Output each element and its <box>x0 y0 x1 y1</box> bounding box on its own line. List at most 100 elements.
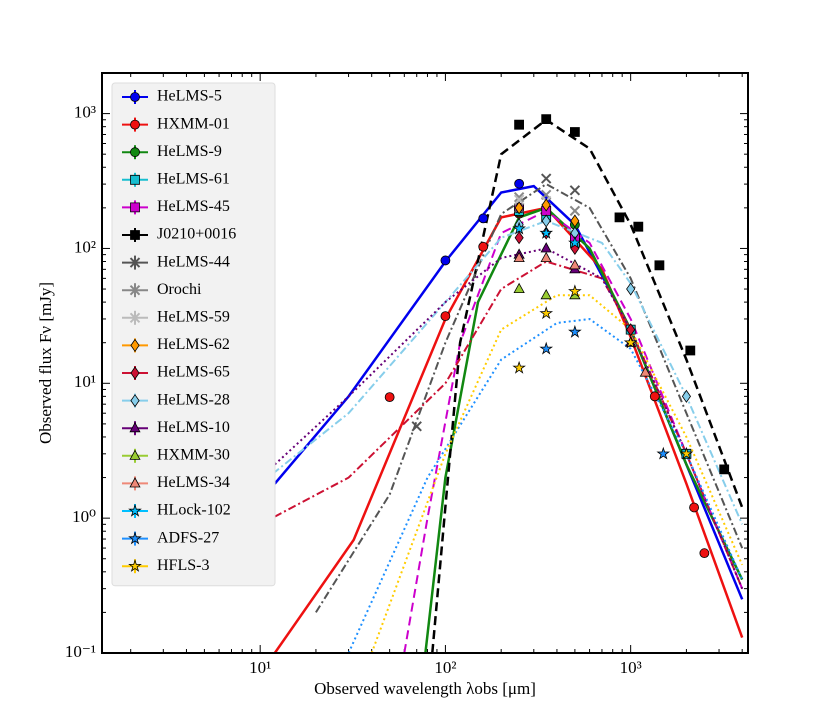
data-point <box>654 260 665 271</box>
model-curve <box>273 184 744 600</box>
legend-label: J0210+0016 <box>157 226 236 243</box>
data-point <box>569 205 581 217</box>
legend-box <box>111 82 276 587</box>
legend-marker <box>129 312 141 324</box>
data-point <box>514 119 524 130</box>
legend: HeLMS-5 HXMM-01 HeLMS-9 HeLMS-61 HeLMS-45 J02… <box>111 82 276 587</box>
data-point <box>478 213 489 224</box>
legend-label: HXMM-01 <box>157 115 230 132</box>
data-point <box>540 251 552 263</box>
legend-marker <box>129 421 141 433</box>
data-point <box>384 392 395 403</box>
legend-marker <box>130 147 140 158</box>
legend-marker <box>129 477 141 488</box>
legend-label: HeLMS-34 <box>157 474 230 491</box>
data-point <box>478 241 489 252</box>
data-point <box>570 127 580 137</box>
data-point <box>614 212 625 223</box>
data-point <box>512 360 526 374</box>
model-curve <box>259 219 744 525</box>
legend-marker <box>130 202 140 213</box>
y-tick-label: 10¹ <box>74 372 96 391</box>
data-point <box>681 389 691 403</box>
legend-label: HeLMS-5 <box>157 88 222 105</box>
legend-label: HeLMS-59 <box>157 308 230 325</box>
legend-marker <box>129 449 141 460</box>
legend-label: HFLS-3 <box>157 557 209 574</box>
legend-label: HeLMS-10 <box>157 419 230 436</box>
legend-marker <box>129 284 141 296</box>
legend-label: HLock-102 <box>157 502 231 519</box>
model-curve <box>431 118 744 653</box>
data-point <box>539 225 554 239</box>
legend-label: ADFS-27 <box>157 529 219 546</box>
legend-label: Orochi <box>157 281 202 298</box>
x-tick-label: 10¹ <box>249 658 271 677</box>
data-point <box>513 251 525 263</box>
y-tick-label: 10³ <box>74 103 96 122</box>
legend-label: HeLMS-9 <box>157 143 222 160</box>
data-point <box>540 288 552 300</box>
legend-marker <box>128 559 142 572</box>
model-curve <box>424 206 744 653</box>
legend-label: HeLMS-44 <box>157 253 230 270</box>
legend-marker <box>129 257 141 268</box>
data-point <box>539 306 554 320</box>
y-axis-label: Observed flux Fν [mJy] <box>36 282 55 444</box>
data-point <box>569 259 581 270</box>
data-point <box>513 191 525 203</box>
y-tick-label: 10⁰ <box>72 507 96 526</box>
data-point <box>699 548 710 559</box>
data-point <box>411 421 422 432</box>
data-point <box>440 255 451 266</box>
legend-marker <box>130 119 140 130</box>
data-point <box>440 311 451 321</box>
data-point <box>514 178 525 189</box>
data-point <box>514 201 524 215</box>
data-point <box>656 446 671 460</box>
data-point <box>626 282 636 296</box>
x-axis-label: Observed wavelength λobs [μm] <box>314 679 536 698</box>
data-point <box>719 464 730 475</box>
legend-label: HeLMS-61 <box>157 170 230 187</box>
model-curve <box>274 247 744 590</box>
data-point <box>685 345 696 356</box>
data-point <box>568 284 582 298</box>
data-point <box>568 235 582 249</box>
legend-marker <box>130 174 140 185</box>
data-point <box>568 324 582 338</box>
legend-marker <box>130 92 140 102</box>
data-point <box>679 446 694 460</box>
legend-label: HeLMS-62 <box>157 336 230 353</box>
data-point <box>541 198 551 212</box>
data-point <box>539 341 554 355</box>
data-point <box>512 221 526 235</box>
model-curve <box>315 182 744 613</box>
data-point <box>633 221 644 232</box>
data-point <box>623 335 638 349</box>
plot-area <box>259 114 744 653</box>
legend-marker <box>128 531 142 545</box>
legend-label: HeLMS-28 <box>157 391 230 408</box>
plot-frame <box>101 72 749 654</box>
legend-label: HXMM-30 <box>157 446 230 463</box>
x-tick-label: 10² <box>434 658 456 677</box>
y-tick-label: 10⁻¹ <box>65 642 96 661</box>
data-point <box>540 242 552 253</box>
data-point <box>514 231 524 245</box>
data-point <box>649 391 660 402</box>
legend-marker <box>130 338 140 353</box>
legend-label: HeLMS-45 <box>157 198 230 215</box>
data-point <box>513 194 525 205</box>
legend-marker <box>130 366 140 380</box>
data-point <box>689 502 699 513</box>
legend-marker <box>128 503 142 517</box>
legend-label: HeLMS-65 <box>157 364 230 381</box>
data-point <box>513 282 525 294</box>
data-point <box>541 114 552 124</box>
data-point <box>540 173 552 184</box>
data-point <box>569 185 581 196</box>
legend-marker <box>130 230 140 240</box>
data-point <box>626 323 636 337</box>
